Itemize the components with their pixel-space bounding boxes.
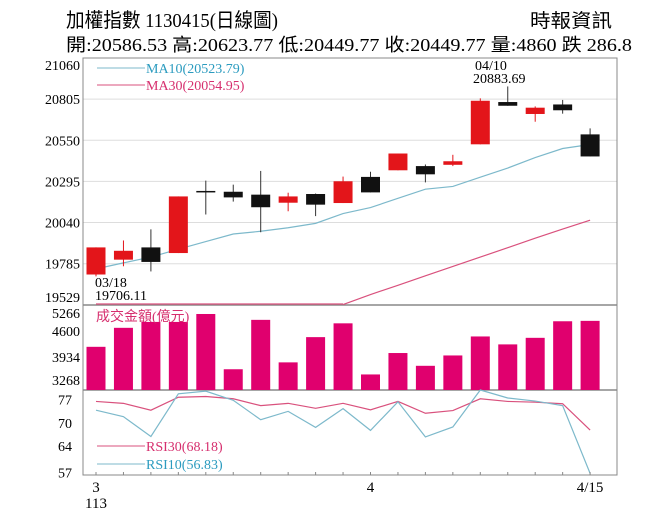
chart-frame	[82, 57, 618, 476]
candle-down	[196, 190, 216, 193]
volume-tick-label: 3268	[52, 374, 80, 389]
volume-tick-label: 5266	[52, 307, 80, 322]
volume-bar	[361, 374, 380, 390]
volume-bar	[443, 355, 463, 390]
rsi10-line	[95, 389, 591, 474]
low-annotation-date: 03/18	[95, 276, 127, 291]
candle-down	[553, 104, 573, 111]
high-annotation-value: 20883.69	[473, 72, 526, 87]
price-tick-label: 20550	[45, 134, 80, 149]
candle-down	[415, 166, 435, 175]
candle-up	[86, 247, 106, 275]
ma30-legend: MA30(20054.95)	[146, 79, 245, 94]
low-annotation-value: 19706.11	[95, 289, 147, 304]
volume-bar	[278, 362, 298, 390]
volume-bar	[251, 319, 271, 390]
candle-up	[333, 181, 353, 204]
rsi-tick-label: 77	[58, 393, 72, 408]
x-tick-label: 4	[367, 480, 375, 496]
ohlc-summary: 開:20586.53 高:20623.77 低:20449.77 收:20449…	[66, 35, 632, 55]
volume-tick-label: 3934	[52, 351, 80, 366]
x-year-label: 113	[85, 496, 107, 512]
candle-up	[525, 107, 545, 114]
rsi30-line	[95, 395, 591, 431]
x-tick-label: 4/15	[577, 480, 604, 496]
price-tick-label: 20805	[45, 93, 80, 108]
volume-bar	[113, 327, 133, 390]
candle-up	[443, 161, 463, 165]
volume-bar	[86, 346, 106, 390]
volume-bar	[168, 321, 188, 390]
chart-title: 加權指數 1130415(日線圖)	[66, 9, 278, 32]
candle-down	[361, 176, 380, 193]
volume-bar	[498, 344, 518, 390]
volume-bar	[580, 320, 600, 390]
candle-down	[251, 194, 271, 208]
candle-up	[113, 250, 133, 260]
volume-title: 成交金額(億元)	[96, 308, 190, 325]
rsi-tick-label: 57	[58, 467, 72, 482]
high-annotation-date: 04/10	[475, 59, 507, 74]
price-tick-label: 19785	[45, 258, 80, 273]
x-tick-label: 3	[92, 480, 100, 496]
ma30-line	[342, 219, 591, 306]
volume-bar	[553, 321, 573, 390]
volume-bar	[388, 353, 408, 390]
volume-bar	[470, 336, 490, 390]
volume-bar	[525, 337, 545, 390]
price-tick-label: 21060	[45, 59, 80, 74]
candle-down	[306, 194, 326, 205]
price-tick-label: 19529	[45, 291, 80, 306]
volume-bar	[333, 323, 353, 390]
rsi-tick-label: 64	[58, 440, 72, 455]
rsi-tick-label: 70	[58, 417, 72, 432]
volume-bar	[141, 321, 161, 390]
candle-up	[278, 196, 298, 203]
price-tick-label: 20040	[45, 217, 80, 232]
rsi10-legend: RSI10(56.83)	[146, 458, 223, 473]
candle-down	[498, 102, 518, 106]
rsi30-legend: RSI30(68.18)	[146, 440, 223, 455]
volume-bar	[223, 369, 243, 390]
volume-tick-label: 4600	[52, 325, 80, 340]
volume-bar	[196, 313, 216, 390]
price-tick-label: 20295	[45, 175, 80, 190]
ma10-legend: MA10(20523.79)	[146, 62, 245, 77]
candle-down	[141, 247, 161, 262]
volume-bar	[415, 365, 435, 390]
volume-bar	[306, 337, 326, 390]
candle-up	[388, 153, 408, 171]
candle-down	[580, 134, 600, 157]
candle-up	[470, 100, 490, 145]
candle-up	[168, 196, 188, 254]
source-label: 時報資訊	[530, 10, 612, 32]
candle-down	[223, 191, 243, 198]
